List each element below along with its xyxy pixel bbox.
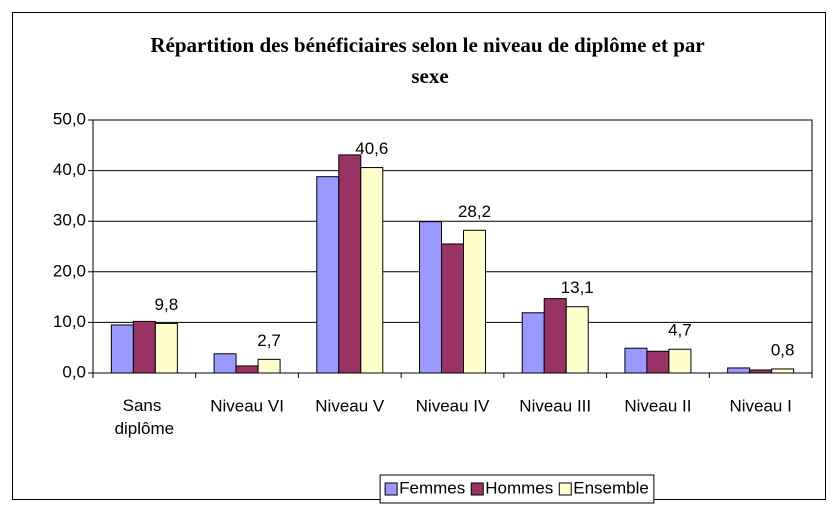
- x-tick-label: Sans diplôme: [115, 396, 175, 438]
- bar: [338, 154, 362, 374]
- data-label: 13,1: [561, 278, 594, 297]
- x-tick-label: Niveau VI: [210, 396, 284, 415]
- bar: [463, 229, 486, 374]
- bar: [521, 312, 545, 374]
- bar: [213, 353, 237, 374]
- y-tick-label: 10,0: [53, 312, 86, 331]
- y-tick-label: 40,0: [53, 160, 86, 179]
- data-label: 40,6: [355, 139, 388, 158]
- x-tick-label: Niveau I: [729, 396, 791, 415]
- bar: [565, 306, 589, 374]
- x-tick-label: Niveau IV: [416, 396, 490, 415]
- legend-swatch: [384, 482, 398, 496]
- y-tick-label: 50,0: [53, 109, 86, 128]
- bar: [441, 243, 464, 374]
- legend-box: [379, 474, 655, 504]
- y-tick-label: 30,0: [53, 211, 86, 230]
- legend-label: Ensemble: [573, 478, 649, 497]
- bar: [154, 322, 178, 374]
- data-label: 2,7: [257, 331, 281, 350]
- data-label: 28,2: [458, 202, 491, 221]
- y-tick-label: 20,0: [53, 261, 86, 280]
- bar: [543, 298, 567, 374]
- bar: [419, 221, 442, 374]
- bar: [646, 350, 670, 374]
- data-label: 0,8: [771, 340, 795, 359]
- legend-swatch: [558, 482, 572, 496]
- x-tick-label: Niveau III: [519, 396, 591, 415]
- legend-label: Hommes: [485, 478, 553, 497]
- data-label: 9,8: [155, 295, 179, 314]
- chart-title: Répartition des bénéficiaires selon le n…: [150, 33, 709, 88]
- legend-label: Femmes: [399, 478, 465, 497]
- bar: [110, 324, 134, 374]
- x-tick-label: Niveau II: [624, 396, 691, 415]
- bar: [624, 347, 648, 374]
- bar: [668, 348, 692, 374]
- y-tick-label: 0,0: [62, 362, 86, 381]
- bar: [132, 320, 156, 374]
- data-label: 4,7: [668, 321, 692, 340]
- bar: [316, 176, 340, 374]
- x-tick-label: Niveau V: [315, 396, 385, 415]
- bar: [235, 365, 259, 374]
- bar: [257, 358, 281, 374]
- bar: [771, 368, 795, 374]
- bar: [727, 367, 751, 374]
- legend-swatch: [470, 482, 484, 496]
- bar: [360, 167, 384, 374]
